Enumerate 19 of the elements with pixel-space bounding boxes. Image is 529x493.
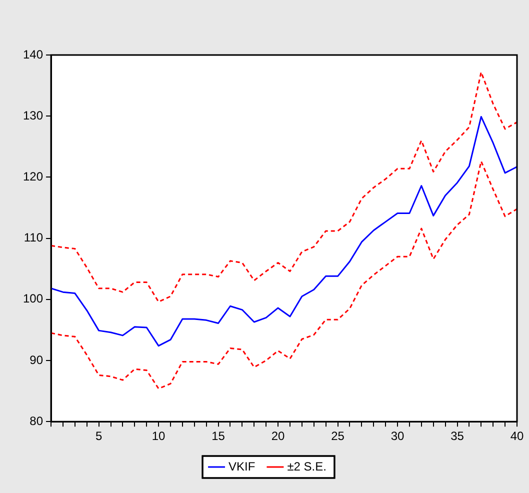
x-tick-label: 20: [271, 429, 286, 444]
x-tick-label: 25: [331, 429, 345, 444]
x-tick-label: 15: [212, 429, 226, 444]
x-tick-label: 5: [95, 429, 102, 444]
line-series: [51, 160, 517, 390]
x-tick-label: 30: [390, 429, 405, 444]
y-tick-label: 100: [22, 292, 44, 306]
legend-label: VKIF: [228, 459, 256, 474]
y-tick-label: 110: [24, 230, 44, 245]
x-tick-label: 35: [450, 429, 464, 444]
y-tick-label: 140: [22, 47, 44, 62]
x-tick-label: 10: [152, 429, 166, 444]
y-tick-label: 80: [30, 414, 44, 428]
y-tick-label: 130: [22, 108, 44, 122]
y-tick-label: 90: [30, 352, 44, 367]
x-tick-label: 40: [510, 429, 524, 444]
y-tick-label: 120: [22, 170, 44, 184]
line-series: [51, 71, 517, 303]
legend-label: ±2 S.E.: [287, 459, 326, 474]
